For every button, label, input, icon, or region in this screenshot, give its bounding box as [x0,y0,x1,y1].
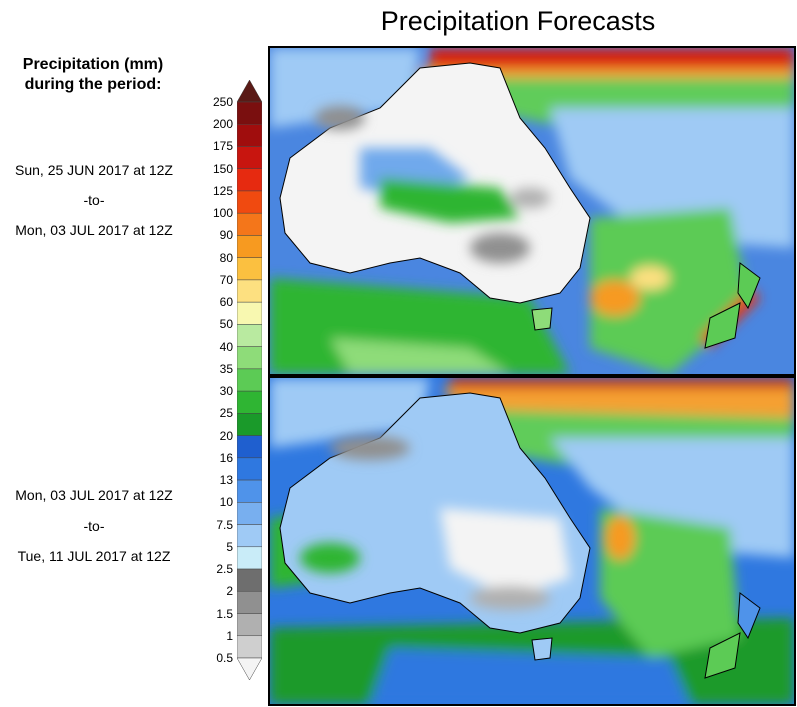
colorbar-segment [237,568,262,592]
colorbar-segment [237,346,262,370]
colorbar-segment [237,168,262,192]
colorbar-segment [237,368,262,392]
colorbar-tick-label: 125 [212,183,233,198]
colorbar-segment [237,591,262,614]
colorbar-tick-label: 175 [212,139,233,154]
colorbar-segment [237,457,262,481]
colorbar-tick-label: 20 [219,428,233,443]
colorbar-segment [237,101,262,125]
period1-start: Sun, 25 JUN 2017 at 12Z [15,162,173,178]
colorbar-segment [237,479,262,503]
period2-start: Mon, 03 JUL 2017 at 12Z [15,487,173,503]
colorbar-segment [237,502,262,525]
colorbar-segment [237,524,262,548]
colorbar-tick-label: 2.5 [216,562,233,577]
colorbar-segment [237,613,262,637]
colorbar-segment [237,324,262,347]
colorbar-tick-label: 16 [219,450,233,465]
colorbar-tick-label: 60 [219,295,233,310]
colorbar-tick-label: 30 [219,384,233,399]
colorbar-tick-label: 150 [212,161,233,176]
colorbar-tick-label: 100 [212,206,233,221]
forecast-map-1-graphic [270,48,794,374]
legend-title: Precipitation (mm) during the period: [4,55,182,95]
colorbar-segment [237,279,262,303]
colorbar-tick-label: 250 [212,95,233,109]
page-title: Precipitation Forecasts [380,6,656,36]
colorbar-tick-label: 1.5 [216,606,233,621]
colorbar-tick-label: 80 [219,250,233,265]
colorbar-tick-label: 0.5 [216,651,233,665]
forecast-map-period-1 [268,46,796,376]
period2-to: -to- [83,518,105,534]
period2-end: Tue, 11 JUL 2017 at 12Z [17,548,171,564]
precipitation-colorbar [237,80,262,680]
colorbar-tick-label: 40 [219,339,233,354]
colorbar-tick-label: 2 [226,584,233,599]
colorbar-tick-label: 7.5 [216,517,233,532]
colorbar-tick-label: 5 [226,539,233,554]
colorbar-tick-label: 35 [219,361,233,376]
colorbar-segment [237,235,262,258]
colorbar-top-arrow [237,80,262,103]
colorbar-segment [237,301,262,325]
colorbar-tick-label: 10 [219,495,233,510]
colorbar-tick-label: 70 [219,272,233,287]
colorbar-tick-label: 25 [219,406,233,421]
legend-title-line1: Precipitation (mm) [22,56,164,73]
colorbar-segment [237,413,262,436]
colorbar-segment [237,146,262,169]
colorbar-tick-label: 1 [226,628,233,643]
colorbar-tick-label: 90 [219,228,233,243]
colorbar-bottom-arrow [237,657,262,680]
colorbar-segment [237,212,262,236]
colorbar-segment [237,123,262,147]
colorbar-segment [237,546,262,570]
legend-title-line2: during the period: [24,76,162,93]
forecast-map-2-graphic [270,378,794,704]
period1-end: Mon, 03 JUL 2017 at 12Z [15,222,173,238]
colorbar-tick-label: 50 [219,317,233,332]
colorbar-segment [237,435,262,459]
colorbar-segment [237,190,262,214]
colorbar-tick-label: 200 [212,117,233,132]
forecast-map-period-2 [268,376,796,706]
colorbar-segment [237,257,262,281]
colorbar-segment [237,635,262,659]
colorbar-segment [237,390,262,414]
period1-to: -to- [83,192,105,208]
colorbar-tick-label: 13 [219,473,233,488]
